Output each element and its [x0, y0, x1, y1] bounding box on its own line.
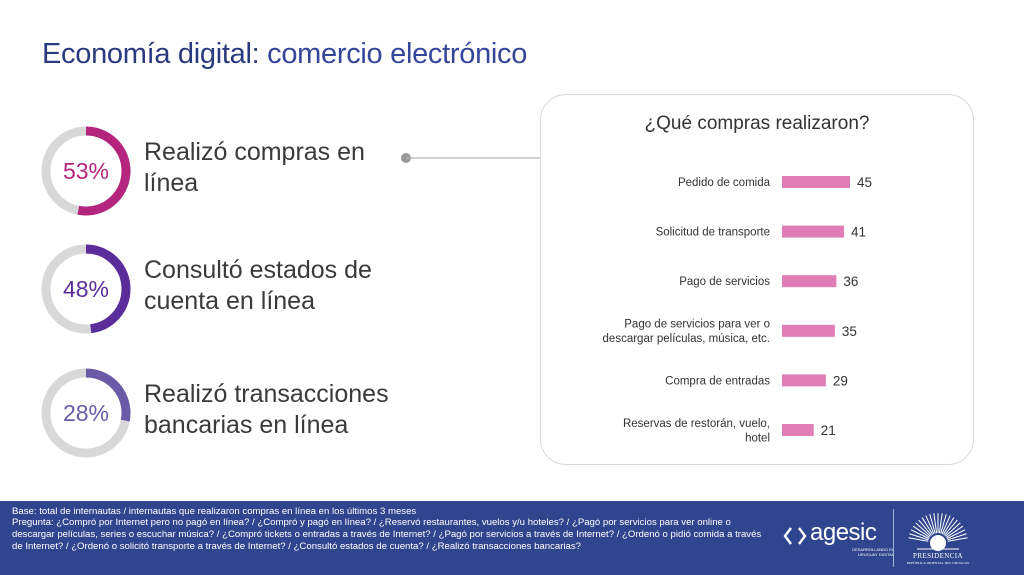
bar-value-label: 29 — [833, 373, 848, 388]
bar — [782, 275, 837, 288]
bar — [782, 176, 850, 188]
category-label: Compra de entradas — [665, 375, 770, 387]
sun-emblem-icon — [908, 513, 968, 551]
footer: Base: total de internautas / internautas… — [0, 501, 1024, 575]
kpi-label-line: cuenta en línea — [144, 287, 315, 315]
logo-divider — [893, 509, 894, 567]
donut-chart: 48% — [40, 243, 132, 335]
footer-question-note: Pregunta: ¿Compró por Internet pero no p… — [12, 517, 762, 552]
category-label: Pago de servicios — [679, 276, 770, 288]
kpi-label-line: bancarias en línea — [144, 411, 349, 439]
bar — [782, 374, 826, 387]
kpi-label-line: Realizó compras en — [144, 138, 365, 166]
bar-value-label: 45 — [857, 175, 872, 190]
bar-value-label: 36 — [843, 274, 858, 289]
category-label: Pago de servicios para ver o descargar pe… — [603, 319, 770, 346]
chart-panel: ¿Qué compras realizaron? 45 Pedido de com… — [540, 94, 974, 465]
donut-chart: 28% — [40, 367, 132, 459]
kpi-label: Consultó estados de cuenta en línea — [144, 255, 372, 317]
agesic-logo: agesic DESARROLLANDO EL URUGUAY DIGITAL — [782, 519, 894, 559]
kpi-bank-transactions: 28% Realizó transacciones bancarias en l… — [40, 367, 540, 459]
agesic-tagline: DESARROLLANDO EL URUGUAY DIGITAL — [852, 547, 894, 557]
bar — [782, 225, 844, 238]
category-label: Reservas de restorán, vuelo, hotel — [623, 418, 770, 445]
donut-arc — [41, 368, 131, 458]
presidencia-wordmark: PRESIDENCIA — [913, 552, 963, 560]
kpi-label-line: línea — [144, 169, 199, 197]
kpi-label-line: Consultó estados de — [144, 256, 372, 284]
connector-line — [401, 153, 560, 163]
presidencia-logo: PRESIDENCIA REPÚBLICA ORIENTAL DEL URUGU… — [903, 509, 973, 569]
page-title: Economía digital: comercio electrónico — [42, 38, 527, 71]
agesic-wordmark: agesic — [810, 519, 877, 546]
kpi-percentage: 48% — [62, 276, 110, 302]
presidencia-tagline: REPÚBLICA ORIENTAL DEL URUGUAY — [906, 561, 970, 565]
category-label: Pedido de comida — [678, 177, 771, 189]
bar — [782, 324, 835, 337]
bar-chart: 45 Pedido de comida 41 Solicitud de transpo… — [603, 175, 873, 445]
donut-arc — [41, 244, 131, 334]
bar-value-label: 35 — [842, 324, 857, 339]
category-label: Solicitud de transporte — [656, 227, 770, 239]
agesic-chevrons-icon — [783, 527, 807, 545]
kpi-percentage: 53% — [62, 158, 110, 184]
bar — [782, 424, 814, 436]
bar-value-label: 21 — [821, 423, 836, 438]
bar-value-label: 41 — [851, 225, 866, 240]
donut-chart: 53% — [40, 125, 132, 217]
footer-base-note: Base: total de internautas / internautas… — [12, 506, 417, 517]
title-strong: Economía digital: — [42, 38, 260, 70]
title-light: comercio electrónico — [267, 38, 528, 70]
kpi-percentage: 28% — [62, 400, 110, 426]
kpi-label: Realizó transacciones bancarias en línea — [144, 379, 389, 441]
chart-title: ¿Qué compras realizaron? — [644, 113, 870, 134]
donut-arc — [41, 126, 131, 216]
kpi-account-statements: 48% Consultó estados de cuenta en línea — [40, 243, 540, 335]
kpi-online-purchases: 53% Realizó compras en línea — [40, 125, 540, 217]
kpi-label: Realizó compras en línea — [144, 137, 365, 199]
kpi-label-line: Realizó transacciones — [144, 380, 389, 408]
